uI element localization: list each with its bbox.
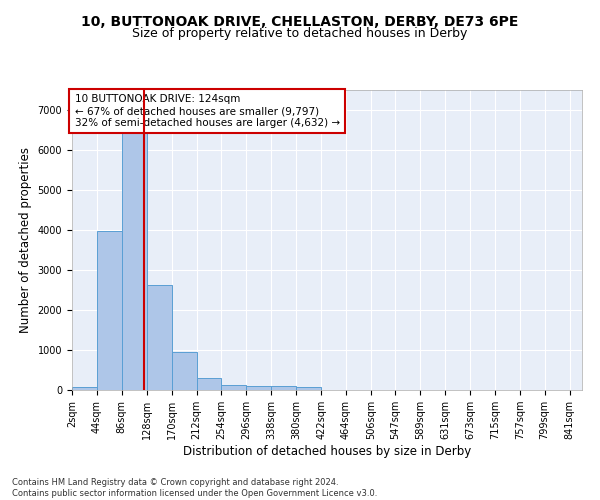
Bar [72,387,97,390]
Bar [122,128,147,390]
Bar [147,285,172,390]
Bar [247,386,271,390]
Bar [296,388,321,390]
Y-axis label: Number of detached properties: Number of detached properties [19,147,32,333]
Text: 10 BUTTONOAK DRIVE: 124sqm
← 67% of detached houses are smaller (9,797)
32% of s: 10 BUTTONOAK DRIVE: 124sqm ← 67% of deta… [74,94,340,128]
Bar [197,378,221,390]
Text: 10, BUTTONOAK DRIVE, CHELLASTON, DERBY, DE73 6PE: 10, BUTTONOAK DRIVE, CHELLASTON, DERBY, … [82,15,518,29]
Text: Contains HM Land Registry data © Crown copyright and database right 2024.
Contai: Contains HM Land Registry data © Crown c… [12,478,377,498]
Bar [221,385,247,390]
Bar [271,386,296,390]
X-axis label: Distribution of detached houses by size in Derby: Distribution of detached houses by size … [183,445,471,458]
Bar [97,231,122,390]
Text: Size of property relative to detached houses in Derby: Size of property relative to detached ho… [133,28,467,40]
Bar [172,352,197,390]
